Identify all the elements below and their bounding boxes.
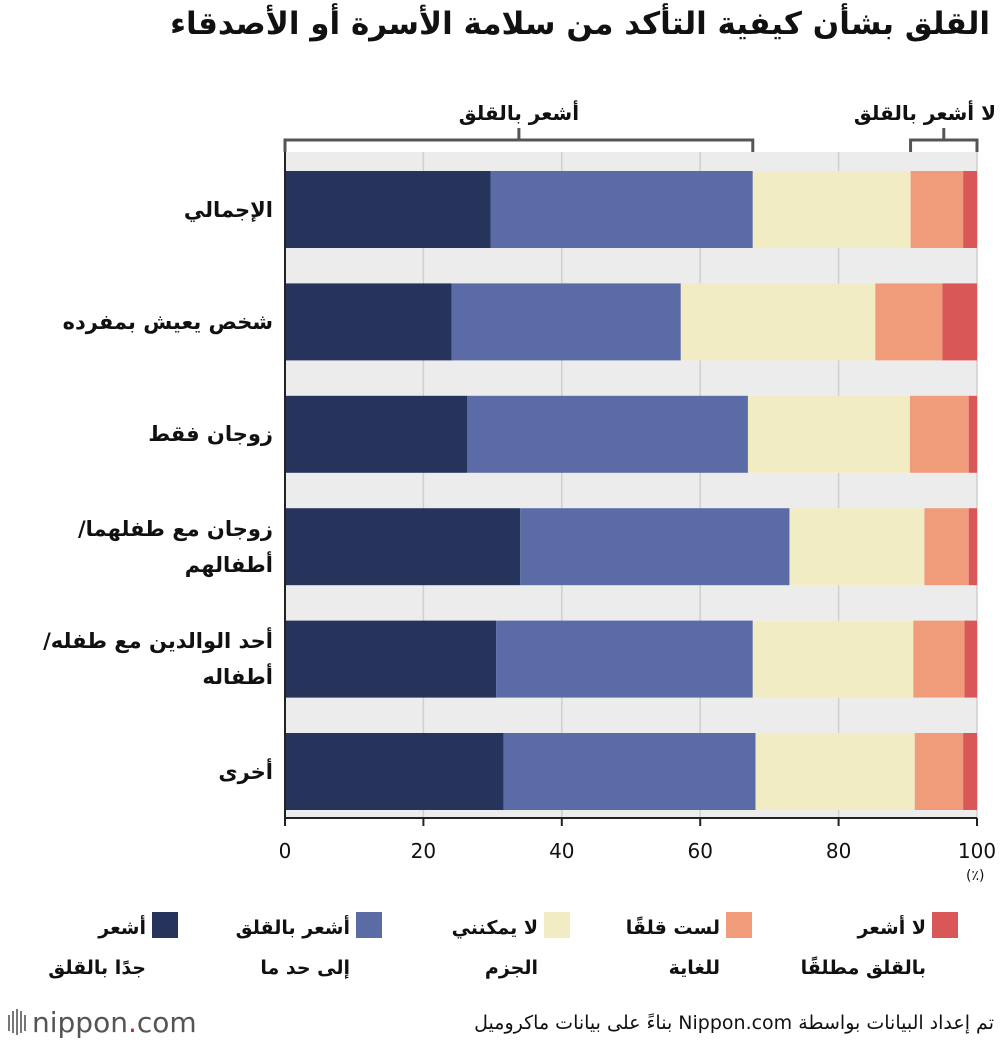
legend-swatch: [356, 912, 382, 938]
legend-item: لا أشعر بالقلق مطلقًا: [722, 908, 958, 988]
logo-prefix: nippon: [32, 1006, 128, 1039]
legend-label: لا يمكنني الجزم: [451, 917, 538, 979]
nippon-logo: nippon.com: [6, 1006, 197, 1039]
bar-segment: [752, 620, 914, 698]
bar-segment: [909, 395, 969, 473]
bracket-line: [283, 138, 755, 152]
bar-segment: [285, 171, 491, 248]
bar-segment: [520, 508, 790, 586]
x-tick-label: 60: [687, 839, 712, 863]
bar-segment: [285, 283, 452, 361]
category-label: أخرى: [218, 759, 273, 784]
bracket-label: أشعر بالقلق: [458, 101, 580, 125]
bar-segment: [752, 171, 911, 248]
chart-title: القلق بشأن كيفية التأكد من سلامة الأسرة …: [170, 6, 990, 42]
legend-item: أشعر بالقلق إلى حد ما: [146, 908, 382, 988]
bar-segment: [875, 283, 943, 361]
bar-segment: [789, 508, 925, 586]
bar-segment: [285, 508, 521, 586]
legend-item: لا يمكنني الجزم: [334, 908, 570, 988]
legend-swatch: [152, 912, 178, 938]
nippon-logo-icon: [6, 1009, 28, 1035]
bar-segment: [914, 733, 964, 810]
bar-segment: [496, 620, 753, 698]
logo-dot: .: [127, 1006, 137, 1039]
category-label: أحد الوالدين مع طفله/أطفاله: [43, 629, 273, 690]
x-tick-label: 80: [826, 839, 851, 863]
x-tick-label: 40: [549, 839, 574, 863]
bar-segment: [968, 395, 977, 473]
bar-segment: [924, 508, 969, 586]
category-label: زوجان مع طفلهما/أطفالهم: [77, 516, 273, 577]
legend-item: أشعر جدًا بالقلق: [0, 908, 178, 988]
plot-background: [285, 152, 977, 818]
bar-segment: [910, 171, 964, 248]
bar-segment: [503, 733, 756, 810]
bar-segment: [285, 620, 497, 698]
bar-segment: [490, 171, 753, 248]
bar-segment: [680, 283, 876, 361]
axis-unit: (٪): [966, 868, 985, 884]
legend-swatch: [726, 912, 752, 938]
bar-segment: [942, 283, 977, 361]
bar-segment: [285, 733, 504, 810]
x-tick-label: 0: [279, 839, 292, 863]
legend-label: لا أشعر بالقلق مطلقًا: [800, 917, 926, 979]
category-label: شخص يعيش بمفرده: [62, 309, 273, 334]
bar-segment: [913, 620, 965, 698]
bar-segment: [285, 395, 467, 473]
bar-segment: [963, 171, 977, 248]
bar-segment: [747, 395, 910, 473]
legend-swatch: [932, 912, 958, 938]
bracket-label: لا أشعر بالقلق: [853, 101, 996, 125]
category-label: الإجمالي: [183, 197, 273, 222]
source-note: تم إعداد البيانات بواسطة Nippon.com بناء…: [474, 1012, 994, 1034]
logo-suffix: com: [136, 1006, 197, 1039]
legend-label: أشعر جدًا بالقلق: [48, 917, 146, 979]
bar-segment: [451, 283, 681, 361]
legend-item: لست قلقًا للغاية: [516, 908, 752, 988]
bar-segment: [963, 733, 977, 810]
x-tick-label: 20: [411, 839, 436, 863]
bar-segment: [964, 620, 977, 698]
legend-swatch: [544, 912, 570, 938]
bar-segment: [755, 733, 915, 810]
legend-label: لست قلقًا للغاية: [625, 917, 720, 979]
category-label: زوجان فقط: [148, 422, 273, 447]
bracket-line: [909, 138, 979, 152]
bar-segment: [466, 395, 748, 473]
x-tick-label: 100: [958, 839, 996, 863]
legend-label: أشعر بالقلق إلى حد ما: [235, 917, 350, 979]
bar-segment: [968, 508, 977, 586]
